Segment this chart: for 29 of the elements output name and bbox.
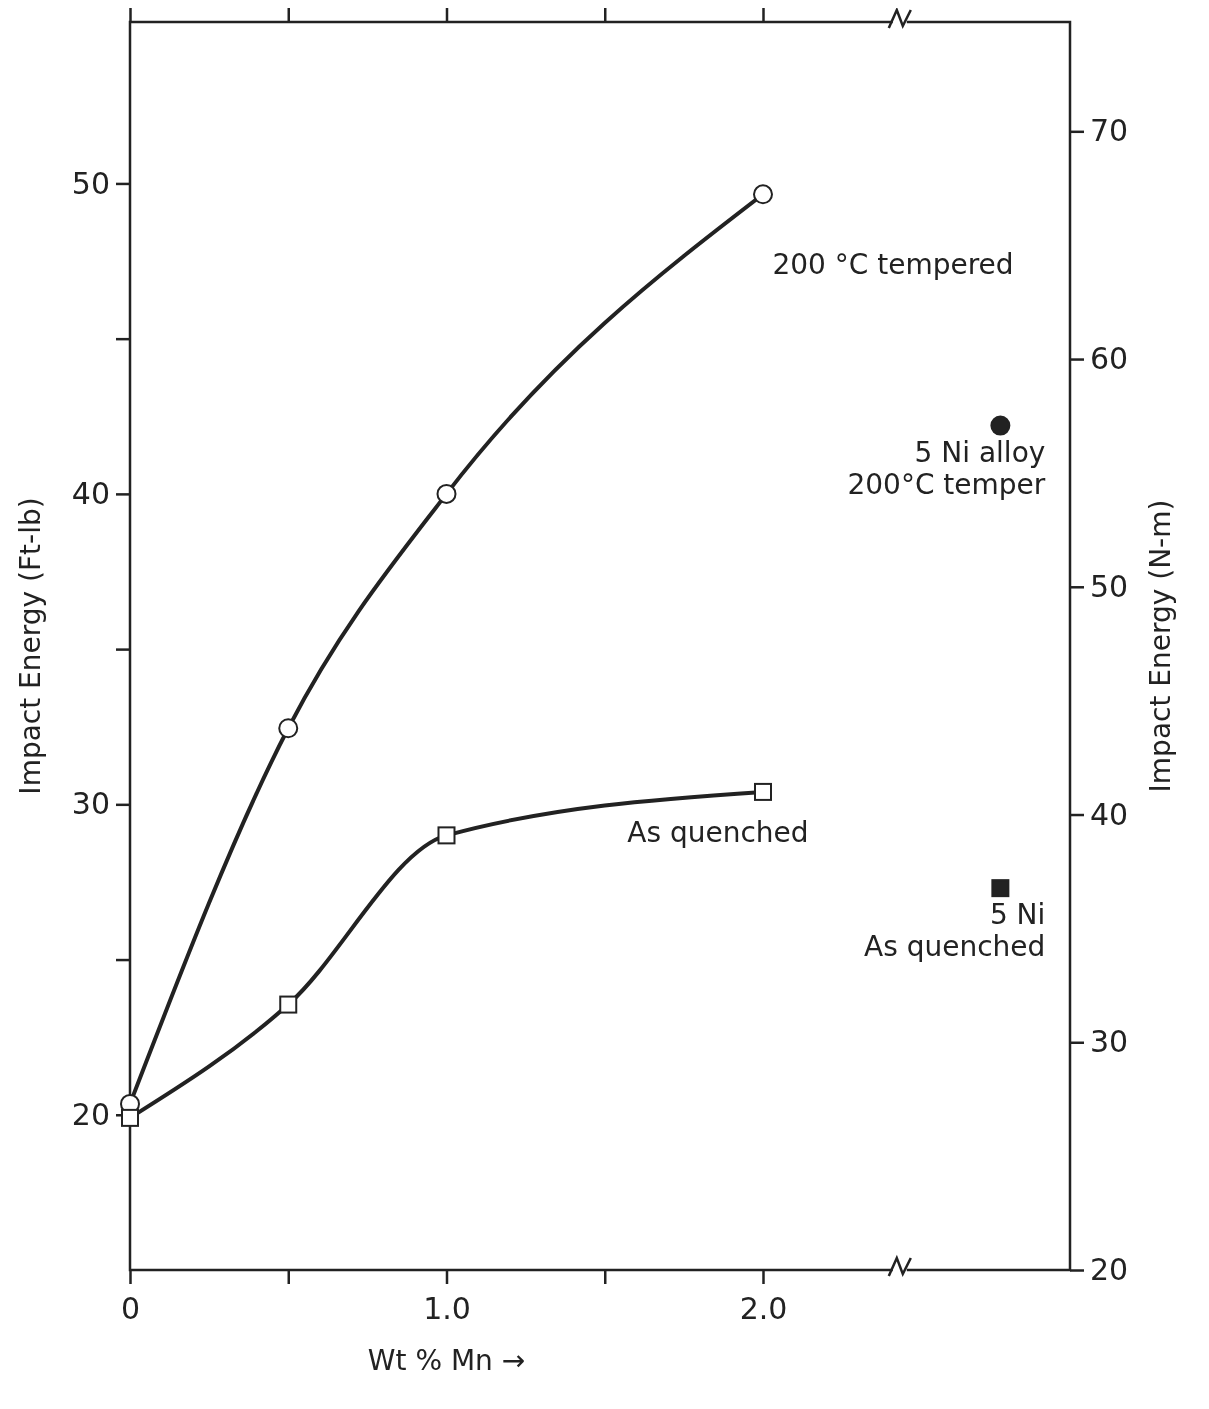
y2-axis-title: Impact Energy (N-m) [1144, 499, 1177, 793]
x-tick-label: 1.0 [423, 1291, 471, 1327]
x-tick-label: 2.0 [739, 1291, 788, 1327]
point [991, 879, 1010, 898]
point [990, 415, 1011, 436]
point [278, 718, 299, 739]
x-tick-label: 0 [120, 1291, 141, 1327]
point [754, 782, 772, 801]
series-label: 5 Ni As quenched [864, 898, 1046, 964]
y2-tick-label: 40 [1090, 796, 1129, 832]
y-tick-label: 40 [71, 475, 110, 511]
y-tick-label: 30 [71, 786, 110, 822]
point [753, 184, 773, 205]
y2-tick-label: 70 [1090, 113, 1129, 149]
y2-tick-label: 60 [1090, 341, 1129, 377]
y-axis-title: Impact Energy (Ft-lb) [14, 497, 47, 795]
x-axis-title: Wt % Mn → [367, 1344, 526, 1377]
series-label: As quenched [627, 815, 809, 849]
y2-tick-label: 50 [1090, 568, 1129, 604]
y2-tick-label: 30 [1090, 1024, 1129, 1060]
y-tick-label: 50 [71, 165, 110, 201]
series-label: 200 °C tempered [772, 248, 1014, 282]
series-label: 5 Ni alloy 200°C temper [847, 435, 1046, 501]
y-tick-label: 20 [71, 1096, 110, 1132]
point [121, 1108, 139, 1127]
y2-tick-label: 20 [1090, 1252, 1129, 1288]
point [279, 995, 298, 1014]
point [437, 826, 456, 845]
point [436, 483, 457, 504]
